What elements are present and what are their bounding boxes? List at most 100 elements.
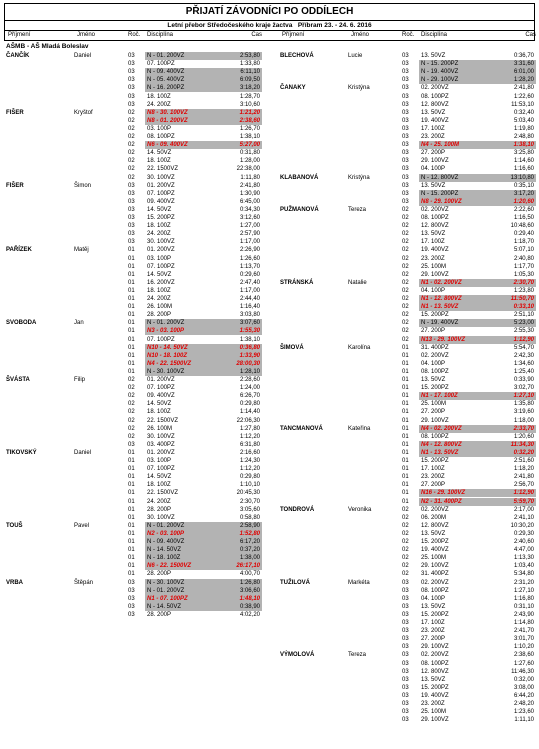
column-header: Jméno (77, 32, 96, 38)
time: 0:29,80 (239, 401, 260, 408)
column-header: Čas (525, 32, 536, 38)
discipline: N - 18. 100Z (147, 555, 181, 562)
time: 1:27,00 (239, 223, 260, 230)
time: 2:28,60 (239, 377, 260, 383)
discipline: 04. 100P (421, 166, 446, 173)
discipline: 18. 100Z (147, 223, 171, 230)
highlight (419, 197, 536, 206)
year: 01 (128, 344, 135, 351)
surname: BLECHOVÁ (280, 53, 314, 59)
time: 1:20,60 (513, 198, 534, 205)
discipline: 01. 200VZ (147, 449, 175, 456)
year: 02 (402, 539, 409, 545)
discipline: N - 15. 200PZ (421, 190, 459, 197)
year: 02 (128, 385, 135, 392)
year: 03 (128, 53, 135, 59)
first-name: Kristýna (348, 85, 370, 92)
year: 01 (128, 263, 135, 270)
year: 03 (402, 150, 409, 157)
time: 2:40,80 (513, 255, 534, 262)
year: 02 (402, 328, 409, 335)
first-name: Štěpán (74, 579, 94, 586)
time: 4:00,70 (239, 571, 260, 578)
time: 5:34,80 (513, 571, 534, 578)
time: 6:17,20 (239, 539, 260, 545)
discipline: N - 30. 100VZ (147, 579, 185, 586)
discipline: N10 - 18. 100Z (147, 352, 188, 359)
year: 01 (402, 360, 409, 367)
discipline: 24. 200Z (147, 296, 171, 302)
column-header: Disciplína (421, 32, 448, 38)
discipline: 18. 100Z (147, 287, 171, 294)
year: 01 (402, 393, 409, 400)
discipline: 15. 200PZ (421, 539, 449, 545)
time: 2:55,30 (513, 328, 534, 335)
time: 1:03,40 (513, 563, 534, 570)
highlight (145, 68, 262, 77)
time: 1:17,70 (513, 263, 534, 270)
time: 1:20,60 (513, 433, 534, 440)
year: 02 (402, 271, 409, 278)
time: 1:26,80 (239, 579, 260, 586)
year: 01 (128, 466, 135, 473)
discipline: 30. 100VZ (147, 514, 175, 521)
discipline: N - 16. 200PZ (147, 85, 185, 92)
highlight (419, 173, 536, 182)
discipline: 19. 400VZ (421, 247, 449, 254)
first-name: Tereza (348, 652, 367, 659)
time: 2:41,80 (239, 182, 260, 189)
year: 02 (402, 206, 409, 213)
year: 02 (128, 166, 135, 173)
time: 0:36,70 (513, 53, 534, 59)
time: 6:11,10 (240, 69, 260, 76)
time: 0:36,80 (239, 344, 260, 351)
time: 1:52,80 (239, 530, 260, 537)
time: 3:07,60 (239, 320, 260, 327)
year: 03 (128, 595, 135, 602)
discipline: 08. 100PZ (421, 433, 449, 440)
discipline: N4 - 22. 1500VZ (147, 360, 192, 367)
year: 03 (402, 85, 409, 92)
year: 01 (128, 555, 135, 562)
time: 3:19,60 (513, 409, 534, 416)
year: 03 (402, 636, 409, 643)
time: 1:28,20 (513, 77, 534, 84)
surname: SVOBODA (6, 320, 37, 327)
discipline: 07. 100PZ (147, 263, 175, 270)
time: 1:28,70 (239, 93, 260, 100)
year: 03 (402, 709, 409, 716)
discipline: N1 - 13. 50VZ (421, 304, 459, 311)
time: 3:06,60 (239, 587, 260, 594)
time: 26:17,10 (236, 563, 260, 570)
discipline: N - 01. 200VZ (147, 320, 185, 327)
discipline: 09. 400VZ (147, 393, 175, 400)
discipline: 18. 100Z (147, 158, 171, 165)
year: 03 (402, 717, 409, 724)
time: 1:10,20 (513, 644, 534, 651)
discipline: N - 12. 800VZ (421, 174, 459, 181)
year: 01 (402, 409, 409, 416)
time: 0:31,10 (513, 603, 534, 610)
time: 1:13,70 (239, 263, 260, 270)
time: 3:05,60 (239, 506, 260, 513)
discipline: N - 01. 200VZ (147, 522, 185, 529)
discipline: 15. 200PZ (421, 684, 449, 691)
discipline: 18. 100Z (147, 93, 171, 100)
year: 03 (402, 668, 409, 675)
highlight (145, 562, 262, 571)
discipline: 26. 100M (147, 304, 173, 311)
discipline: 07. 100PZ (147, 466, 175, 473)
time: 1:18,70 (513, 239, 534, 246)
time: 1:14,60 (513, 158, 534, 165)
year: 02 (402, 215, 409, 221)
year: 01 (128, 320, 135, 327)
time: 3:12,60 (239, 215, 260, 221)
surname: PAŘÍZEK (6, 247, 32, 254)
discipline: 29. 100VZ (421, 644, 449, 651)
time: 2:44,40 (239, 296, 260, 302)
surname: KLABANOVÁ (280, 174, 319, 181)
discipline: 19. 400VZ (421, 547, 449, 554)
year: 03 (402, 77, 409, 84)
discipline: N3 - 03. 100P (147, 328, 185, 335)
